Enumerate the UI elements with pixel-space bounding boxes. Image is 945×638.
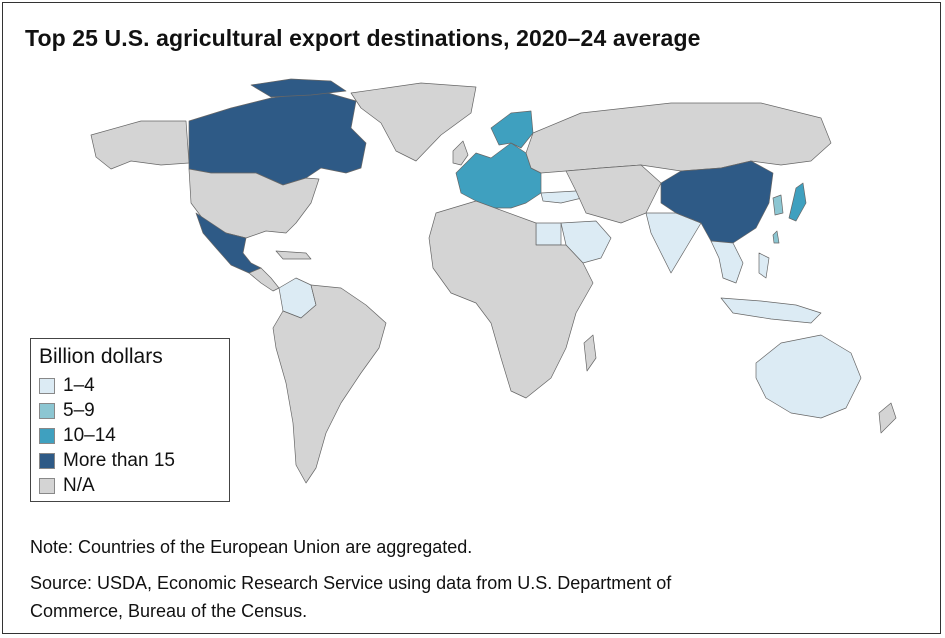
region-scandinavia — [490, 110, 534, 149]
region-madagascar — [583, 334, 597, 372]
region-southeast-asia — [710, 240, 744, 284]
source-line-2: Commerce, Bureau of the Census. — [30, 601, 308, 621]
legend-swatch — [39, 453, 55, 469]
region-central-america — [248, 267, 280, 292]
region-canada — [188, 90, 367, 186]
legend-label: N/A — [63, 475, 95, 496]
region-canada-islands — [250, 78, 347, 98]
legend-item-na: N/A — [39, 475, 95, 497]
region-caribbean — [275, 250, 312, 260]
note-text: Note: Countries of the European Union ar… — [30, 537, 473, 557]
legend-swatch — [39, 378, 55, 394]
region-egypt — [535, 222, 562, 246]
region-india — [645, 212, 702, 274]
region-taiwan — [772, 230, 780, 244]
legend-swatch — [39, 428, 55, 444]
legend-item-more-than-15: More than 15 — [39, 450, 175, 472]
legend-label: 1–4 — [63, 375, 95, 396]
region-greenland — [350, 82, 477, 162]
source-text: Source: USDA, Economic Research Service … — [30, 569, 830, 625]
region-japan — [788, 182, 807, 222]
legend: Billion dollars 1–4 5–9 10–14 More than … — [30, 338, 230, 502]
region-korea — [772, 194, 784, 216]
region-china — [660, 160, 774, 244]
region-turkey — [540, 190, 587, 204]
legend-label: 10–14 — [63, 425, 116, 446]
region-australia — [755, 334, 862, 419]
region-new-zealand — [878, 402, 897, 434]
region-uk — [452, 140, 469, 166]
region-philippines — [758, 252, 770, 279]
legend-item-10-14: 10–14 — [39, 425, 116, 447]
legend-label: 5–9 — [63, 400, 95, 421]
legend-item-5-9: 5–9 — [39, 400, 95, 422]
source-line-1: Source: USDA, Economic Research Service … — [30, 573, 672, 593]
region-russia — [525, 102, 832, 174]
world-map — [90, 78, 897, 484]
region-alaska — [90, 120, 190, 170]
legend-swatch — [39, 478, 55, 494]
legend-label: More than 15 — [63, 450, 175, 471]
legend-item-1-4: 1–4 — [39, 375, 95, 397]
legend-swatch — [39, 403, 55, 419]
region-africa — [428, 200, 594, 399]
region-south-america — [272, 284, 387, 484]
chart-title: Top 25 U.S. agricultural export destinat… — [25, 25, 701, 51]
region-indonesia — [720, 297, 822, 324]
legend-title: Billion dollars — [39, 345, 163, 368]
